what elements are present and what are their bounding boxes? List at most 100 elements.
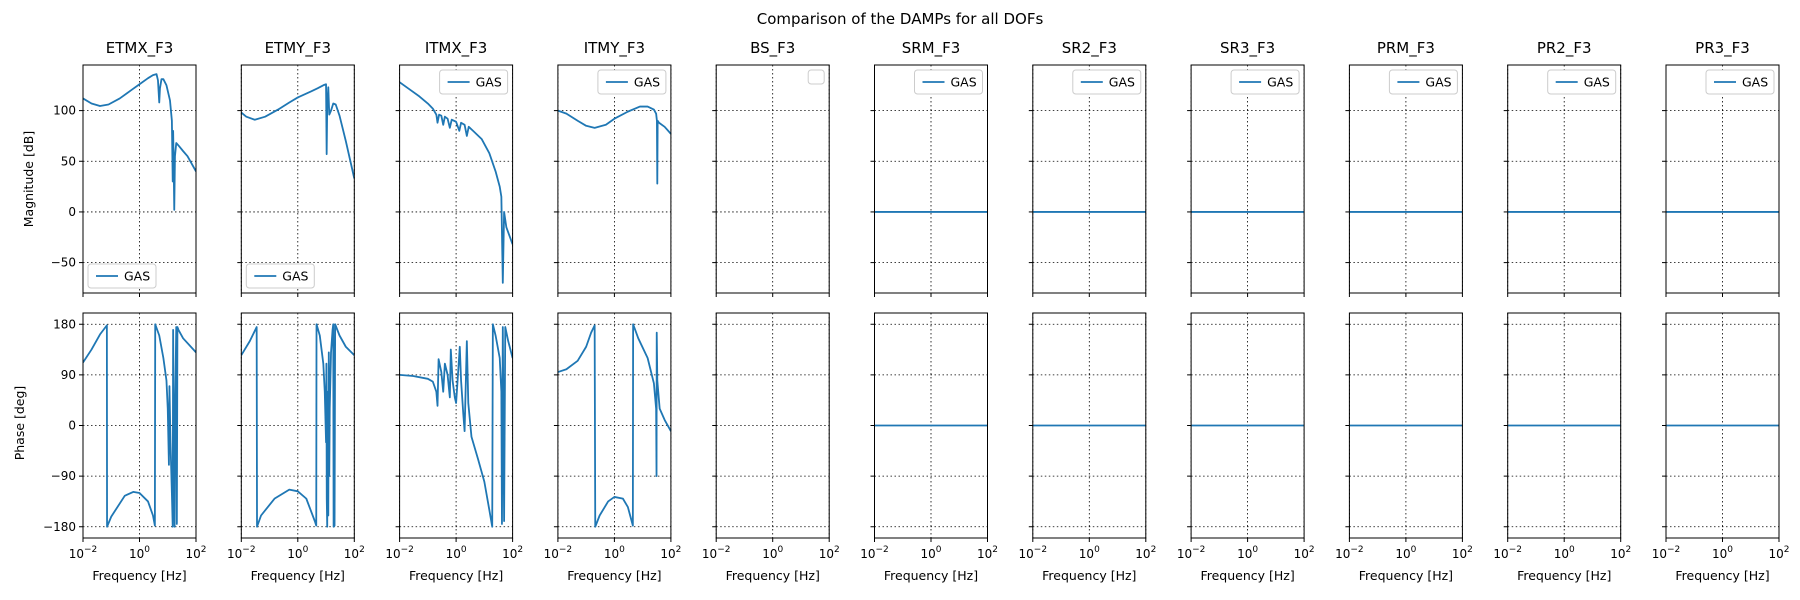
ph8-xtick-label-0: 10−2 bbox=[1335, 545, 1364, 561]
ph0-ytick-label-1: −90 bbox=[51, 469, 76, 483]
mag8-frame bbox=[1348, 64, 1463, 294]
panel-itmx-f3: ITMX_F3 10−2 100 102 Frequency [Hz] GAS bbox=[385, 39, 523, 583]
panel-bs-f3: BS_F3 10−2 100 102 Frequency [Hz] bbox=[702, 39, 840, 583]
legend-label: GAS bbox=[124, 269, 150, 284]
ph0-xtick-label-1: 100 bbox=[129, 545, 150, 561]
ph10-xtick-label-2: 102 bbox=[1768, 545, 1789, 561]
legend-box bbox=[1705, 69, 1775, 95]
x-axis-label: Frequency [Hz] bbox=[1200, 568, 1294, 583]
panel-pr3-f3: PR3_F3 10−2 100 102 Frequency [Hz] GAS bbox=[1652, 39, 1790, 583]
ph7-xtick-label-2: 102 bbox=[1294, 545, 1315, 561]
x-axis-label: Frequency [Hz] bbox=[1675, 568, 1769, 583]
legend: GAS bbox=[1705, 69, 1775, 95]
mag6-frame bbox=[1032, 64, 1147, 294]
panel-etmy-f3: ETMY_F3 10−2 100 102 Frequency [Hz] GAS bbox=[227, 39, 365, 583]
panel-title: BS_F3 bbox=[750, 39, 795, 58]
ph8-xtick-label-1: 100 bbox=[1395, 545, 1416, 561]
ph3-xtick-label-0: 10−2 bbox=[544, 545, 573, 561]
ph6-xtick-label-2: 102 bbox=[1135, 545, 1156, 561]
legend-box bbox=[597, 69, 667, 95]
legend-box bbox=[1072, 69, 1142, 95]
legend: GAS bbox=[597, 69, 667, 95]
ph5-frame bbox=[874, 312, 988, 539]
legend: GAS bbox=[87, 263, 157, 289]
mag9-frame bbox=[1507, 64, 1622, 294]
ph3-xtick-label-2: 102 bbox=[660, 545, 681, 561]
mag7-frame bbox=[1190, 64, 1305, 294]
ph3-frame bbox=[557, 312, 672, 539]
ph9-xtick-label-1: 100 bbox=[1554, 545, 1575, 561]
ph6-xtick-label-1: 100 bbox=[1079, 545, 1100, 561]
mag0-curve bbox=[83, 73, 196, 211]
ph5-xtick-label-1: 100 bbox=[920, 545, 941, 561]
x-axis-label: Frequency [Hz] bbox=[726, 568, 820, 583]
legend-label: GAS bbox=[951, 75, 977, 90]
legend: GAS bbox=[1547, 69, 1617, 95]
legend: GAS bbox=[245, 263, 315, 289]
mag0-frame bbox=[82, 64, 197, 294]
panel-title: SR3_F3 bbox=[1220, 39, 1275, 58]
ph0-curve bbox=[83, 323, 196, 528]
x-axis-label: Frequency [Hz] bbox=[251, 568, 345, 583]
ph10-xtick-label-0: 10−2 bbox=[1652, 545, 1681, 561]
ph4-frame bbox=[715, 312, 830, 539]
mag1-frame bbox=[240, 64, 355, 294]
legend-label: GAS bbox=[1109, 75, 1135, 90]
ph2-curve bbox=[399, 323, 513, 528]
ph4-xtick-label-2: 102 bbox=[819, 545, 840, 561]
ph0-xtick-label-2: 102 bbox=[185, 545, 206, 561]
panel-prm-f3: PRM_F3 10−2 100 102 Frequency [Hz] GAS bbox=[1335, 39, 1473, 583]
ph9-frame bbox=[1507, 312, 1622, 539]
legend: GAS bbox=[1388, 69, 1458, 95]
ph5-xtick-label-2: 102 bbox=[977, 545, 998, 561]
legend: GAS bbox=[1072, 69, 1142, 95]
legend-box bbox=[439, 69, 509, 95]
mag5-frame bbox=[874, 64, 988, 294]
panel-etmx-f3: ETMX_F3 −50 0 50 100 −180 −90 0 90 180 10−2 100 102 F… bbox=[43, 39, 206, 583]
panel-title: ETMX_F3 bbox=[106, 39, 174, 58]
ph7-frame bbox=[1190, 312, 1305, 539]
ph0-ytick-label-3: 90 bbox=[61, 368, 76, 382]
ph3-xtick-label-1: 100 bbox=[604, 545, 625, 561]
legend-label: GAS bbox=[1425, 75, 1451, 90]
mag0-ytick-label-1: 0 bbox=[68, 205, 76, 219]
ph0-frame bbox=[82, 312, 197, 539]
panel-title: ETMY_F3 bbox=[265, 39, 331, 58]
legend-box bbox=[914, 69, 983, 95]
panel-pr2-f3: PR2_F3 10−2 100 102 Frequency [Hz] GAS bbox=[1493, 39, 1631, 583]
legend-box bbox=[1547, 69, 1617, 95]
legend bbox=[807, 69, 825, 85]
ph4-xtick-label-0: 10−2 bbox=[702, 545, 731, 561]
mag3-frame bbox=[557, 64, 672, 294]
panel-title: PRM_F3 bbox=[1377, 39, 1435, 58]
panel-title: PR3_F3 bbox=[1695, 39, 1750, 58]
ph1-curve bbox=[241, 323, 355, 528]
panel-title: SRM_F3 bbox=[902, 39, 961, 58]
ph4-xtick-label-1: 100 bbox=[762, 545, 783, 561]
mag2-frame bbox=[399, 64, 514, 294]
x-axis-label: Frequency [Hz] bbox=[92, 568, 186, 583]
ph0-ytick-label-4: 180 bbox=[53, 317, 76, 331]
panel-sr2-f3: SR2_F3 10−2 100 102 Frequency [Hz] GAS bbox=[1019, 39, 1157, 583]
mag10-frame bbox=[1665, 64, 1780, 294]
ph1-frame bbox=[240, 312, 355, 539]
mag1-curve bbox=[241, 83, 355, 179]
legend-label: GAS bbox=[1742, 75, 1768, 90]
panel-title: SR2_F3 bbox=[1062, 39, 1117, 58]
panel-title: PR2_F3 bbox=[1537, 39, 1592, 58]
x-axis-label: Frequency [Hz] bbox=[1517, 568, 1611, 583]
ph9-xtick-label-0: 10−2 bbox=[1493, 545, 1522, 561]
ph10-frame bbox=[1665, 312, 1780, 539]
legend-box bbox=[87, 263, 157, 289]
legend-label: GAS bbox=[476, 75, 502, 90]
ph0-ytick-label-2: 0 bbox=[68, 419, 76, 433]
x-axis-label: Frequency [Hz] bbox=[1042, 568, 1136, 583]
ph7-xtick-label-1: 100 bbox=[1237, 545, 1258, 561]
panel-srm-f3: SRM_F3 10−2 100 102 Frequency [Hz] GAS bbox=[860, 39, 998, 583]
x-axis-label: Frequency [Hz] bbox=[1359, 568, 1453, 583]
ph2-frame bbox=[399, 312, 514, 539]
legend-box bbox=[807, 69, 825, 85]
magnitude-ylabel: Magnitude [dB] bbox=[21, 131, 36, 227]
